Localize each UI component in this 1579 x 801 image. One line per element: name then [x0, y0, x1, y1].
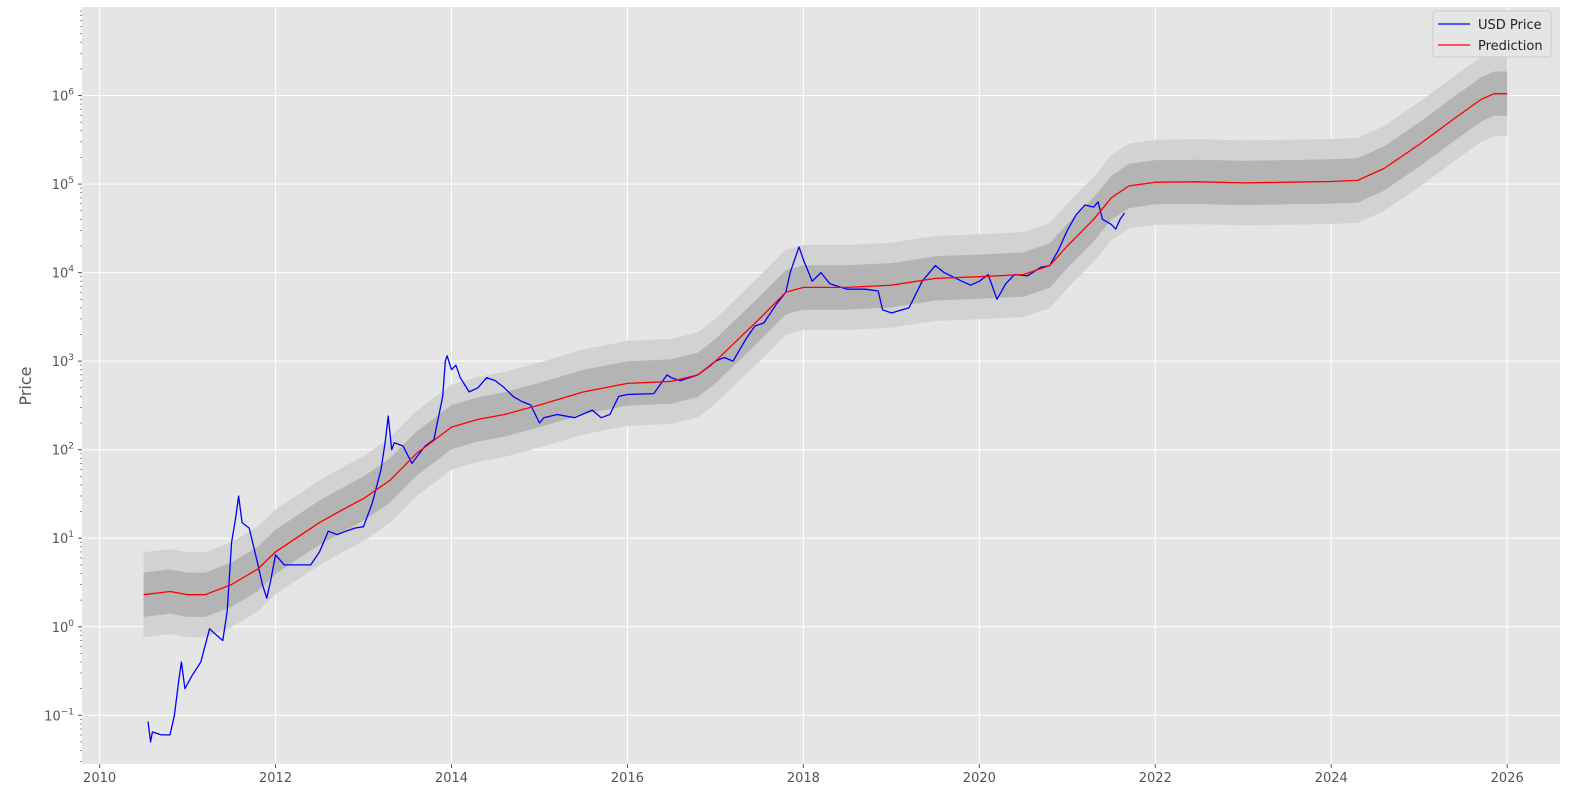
- plot-background: [82, 7, 1560, 764]
- x-tick-label: 2026: [1491, 771, 1524, 786]
- x-axis-ticks: 2010 2012 2014 2016 2018 2020 2022 2024 2026: [83, 764, 1524, 786]
- prediction-bands: [143, 51, 1508, 638]
- series-lines: [143, 93, 1508, 743]
- prediction-line: [143, 93, 1508, 596]
- x-tick-label: 2016: [611, 771, 644, 786]
- x-tick-label: 2010: [83, 771, 116, 786]
- y-tick-label: 103: [52, 353, 74, 370]
- y-tick-label: 102: [52, 442, 74, 459]
- x-tick-label: 2014: [435, 771, 468, 786]
- y-tick-label: 104: [52, 265, 75, 282]
- y-tick-label: 106: [52, 88, 75, 105]
- y-axis-ticks: 10−1 100 101 102 103 104 105 106: [44, 88, 82, 724]
- y-tick-label: 101: [52, 530, 74, 547]
- usd-price-line: [147, 201, 1126, 743]
- x-tick-label: 2024: [1315, 771, 1348, 786]
- x-tick-label: 2022: [1139, 771, 1172, 786]
- x-tick-label: 2018: [787, 771, 820, 786]
- y-axis-minor-ticks: [80, 10, 82, 762]
- x-tick-label: 2012: [259, 771, 292, 786]
- y-axis-label: Price: [16, 366, 35, 405]
- legend-usd-price-label: USD Price: [1478, 18, 1542, 33]
- y-tick-label: 105: [52, 176, 74, 193]
- legend-prediction-label: Prediction: [1478, 39, 1543, 54]
- y-tick-label: 10−1: [44, 707, 74, 724]
- inner-band: [143, 71, 1508, 617]
- x-tick-label: 2020: [963, 771, 996, 786]
- y-tick-label: 100: [52, 619, 75, 636]
- legend: USD Price Prediction: [1432, 10, 1552, 58]
